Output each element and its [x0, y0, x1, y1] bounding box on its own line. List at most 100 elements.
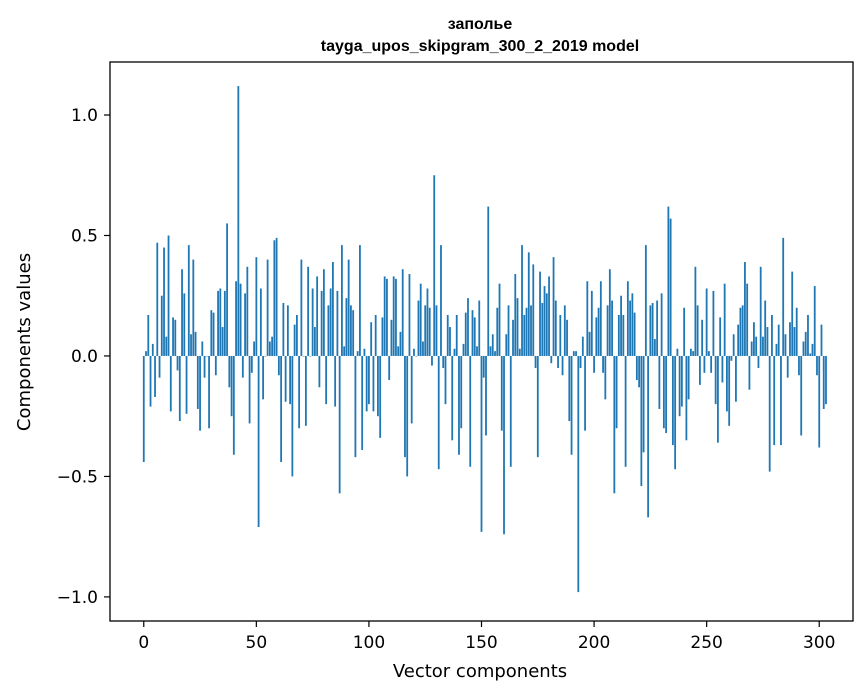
bar-38 — [228, 355, 231, 388]
bar-279 — [771, 315, 773, 356]
bar-160 — [503, 355, 505, 535]
bar-25 — [199, 355, 201, 431]
bar-6 — [156, 242, 159, 356]
bar-112 — [395, 278, 397, 356]
bar-301 — [820, 324, 823, 356]
bar-233 — [667, 206, 670, 356]
bar-20 — [187, 245, 190, 356]
bar-194 — [579, 355, 582, 369]
bar-302 — [822, 355, 825, 409]
bar-292 — [800, 355, 803, 436]
bar-11 — [167, 235, 170, 356]
bar-95 — [356, 351, 359, 356]
bar-185 — [559, 315, 562, 356]
bar-187 — [563, 305, 566, 356]
bar-131 — [437, 355, 440, 470]
bar-73 — [307, 266, 310, 356]
y-tick-label: −1.0 — [57, 588, 98, 608]
bar-300 — [818, 355, 821, 448]
bar-252 — [710, 355, 713, 373]
bar-215 — [626, 281, 629, 356]
bar-236 — [674, 355, 677, 470]
bar-106 — [381, 317, 384, 356]
bar-293 — [802, 341, 805, 356]
bar-179 — [545, 293, 548, 356]
bar-36 — [223, 290, 226, 356]
bar-188 — [566, 319, 568, 356]
bar-238 — [678, 355, 681, 417]
bar-269 — [748, 355, 751, 390]
bar-250 — [705, 288, 708, 356]
bar-297 — [811, 343, 814, 356]
x-tick-label: 100 — [353, 633, 385, 653]
bar-40 — [232, 355, 235, 455]
y-axis-label: Components values — [14, 253, 35, 431]
bar-278 — [768, 355, 771, 472]
bar-64 — [286, 305, 289, 356]
bar-101 — [370, 322, 373, 356]
bar-133 — [442, 355, 445, 369]
bar-141 — [460, 355, 463, 429]
bar-287 — [789, 322, 791, 356]
bar-14 — [174, 319, 177, 356]
bar-261 — [730, 355, 733, 361]
bar-232 — [665, 355, 668, 434]
bar-132 — [440, 245, 442, 356]
bar-83 — [329, 288, 332, 356]
bar-137 — [451, 355, 454, 441]
bar-220 — [638, 355, 641, 388]
bar-98 — [363, 348, 366, 356]
bar-218 — [633, 312, 636, 356]
bar-204 — [602, 355, 604, 373]
bar-190 — [570, 355, 573, 455]
bar-70 — [300, 259, 303, 356]
bar-54 — [264, 355, 267, 357]
bar-43 — [239, 283, 242, 356]
bar-121 — [415, 355, 418, 357]
bar-148 — [476, 346, 478, 356]
bar-294 — [804, 331, 807, 356]
bar-58 — [273, 240, 276, 356]
bar-0 — [142, 355, 145, 462]
bar-63 — [284, 355, 287, 402]
bar-9 — [163, 247, 165, 356]
bar-231 — [662, 355, 665, 429]
bar-129 — [433, 175, 436, 356]
bar-209 — [613, 355, 616, 494]
bar-21 — [190, 334, 192, 356]
bar-117 — [406, 355, 409, 477]
bar-91 — [347, 259, 350, 356]
bar-61 — [280, 355, 283, 462]
bar-216 — [629, 300, 631, 356]
y-tick-label: 0.5 — [71, 226, 98, 246]
bar-23 — [194, 331, 197, 356]
bar-256 — [719, 317, 722, 356]
bar-44 — [241, 355, 244, 378]
bar-258 — [723, 283, 726, 356]
bar-227 — [653, 339, 656, 356]
bar-26 — [201, 341, 204, 356]
bar-164 — [512, 319, 514, 356]
bar-197 — [586, 281, 589, 356]
bar-2 — [147, 315, 150, 356]
bar-170 — [525, 307, 528, 356]
bar-196 — [584, 355, 586, 431]
bar-46 — [246, 266, 249, 356]
bar-59 — [275, 237, 278, 356]
bar-172 — [530, 305, 532, 356]
bar-88 — [341, 245, 343, 356]
bar-264 — [737, 324, 740, 356]
bar-150 — [480, 355, 483, 532]
bar-254 — [714, 355, 717, 405]
bar-108 — [386, 278, 388, 356]
bar-248 — [701, 319, 704, 356]
bar-178 — [543, 286, 546, 356]
bar-22 — [192, 259, 195, 356]
bar-257 — [721, 355, 724, 383]
bar-126 — [426, 288, 429, 356]
bar-12 — [169, 355, 172, 412]
chart-title-line1: заполье — [448, 16, 513, 33]
bar-240 — [683, 307, 686, 356]
bar-74 — [309, 355, 312, 357]
x-ticks-group: 0 50 100 150 200 250 300 — [138, 621, 835, 653]
